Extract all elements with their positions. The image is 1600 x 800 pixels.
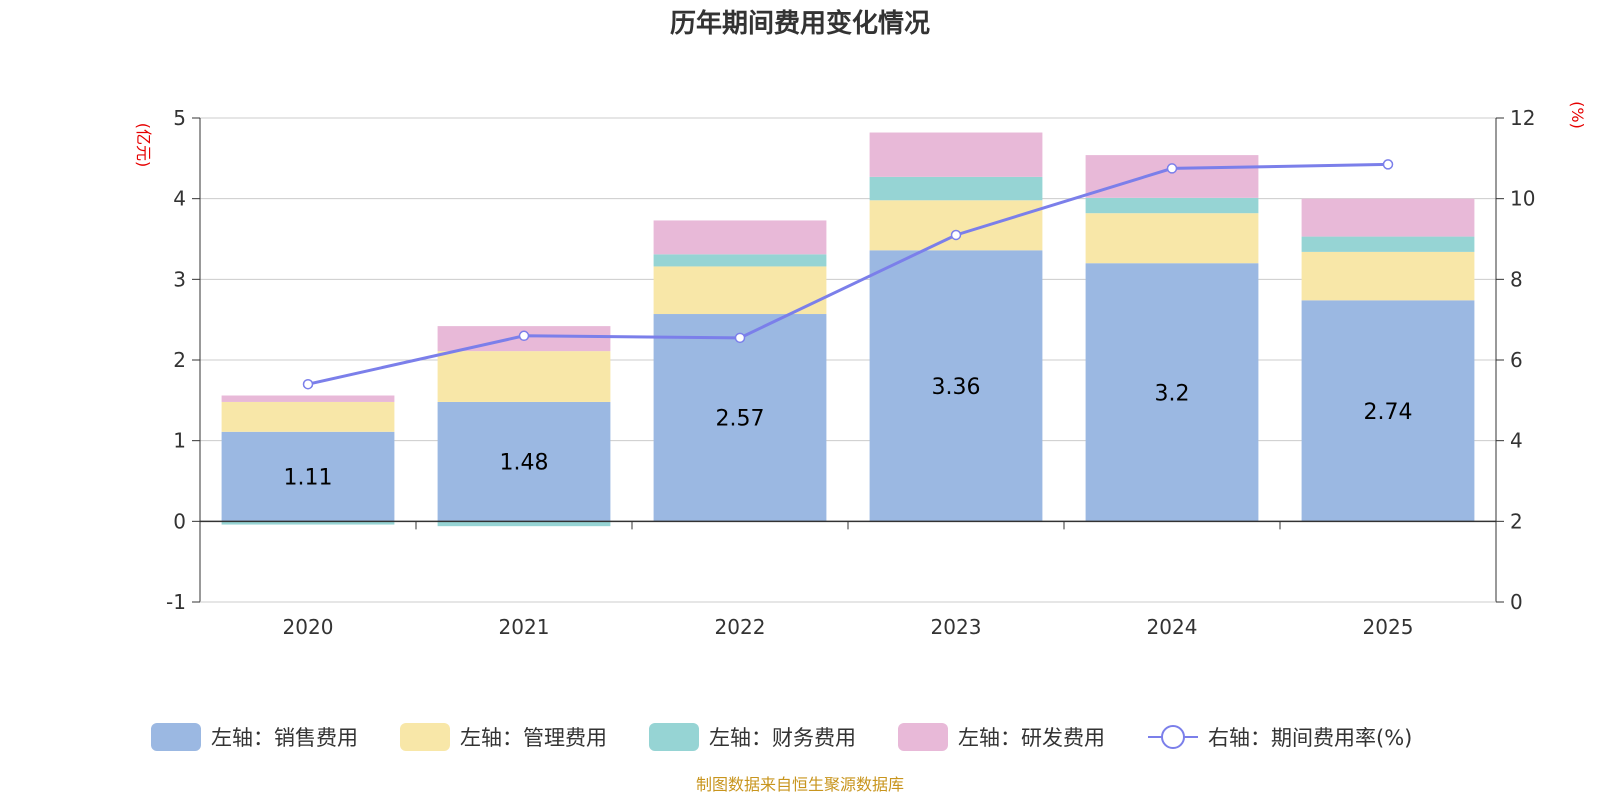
data-label: 3.36 (932, 375, 981, 400)
left-axis-tick-label: -1 (166, 590, 186, 614)
line-point (1166, 163, 1178, 174)
bar-segment (869, 132, 1043, 177)
bar-segment (437, 521, 611, 527)
legend: 左轴：销售费用 左轴：管理费用 左轴：财务费用 左轴：研发费用 右轴：期间费用率(%) (151, 723, 1412, 751)
bar-segment (653, 314, 827, 522)
data-label: 1.11 (284, 466, 333, 491)
right-axis: 0 2 4 6 8 10 12 (1495, 106, 1535, 614)
legend-item-label: 左轴：管理费用 (460, 726, 607, 750)
chart-title: 历年期间费用变化情况 (670, 8, 930, 39)
bar-segment (653, 254, 827, 267)
bar-segment (221, 431, 395, 522)
data-label: 2.57 (716, 407, 765, 432)
data-label: 3.2 (1155, 381, 1190, 406)
source-note: 制图数据来自恒生聚源数据库 (696, 775, 904, 794)
legend-item-label: 左轴：销售费用 (211, 726, 358, 750)
line-point (1382, 159, 1394, 170)
bar-segment (221, 521, 395, 525)
left-axis-tick-label: 3 (173, 267, 186, 291)
legend-swatch (151, 723, 201, 751)
right-axis-tick-label: 10 (1510, 187, 1535, 211)
left-axis-tick-label: 2 (173, 348, 186, 372)
legend-swatch (649, 723, 699, 751)
legend-swatch (400, 723, 450, 751)
left-axis-tick-label: 4 (173, 187, 186, 211)
bar-segment (1085, 213, 1259, 264)
line-path (307, 162, 1389, 386)
bar-segment (653, 220, 827, 255)
bar-segment (869, 250, 1043, 522)
right-axis-unit: (%) (1568, 101, 1587, 129)
line-point (734, 332, 746, 344)
bar-segment (1085, 155, 1259, 198)
left-axis-unit: (亿元) (134, 123, 153, 168)
bar-segment (221, 395, 395, 402)
x-axis-tick-label: 2025 (1363, 615, 1414, 639)
x-axis: 2020 2021 2022 2023 2024 2025 (200, 520, 1496, 639)
line-point (950, 229, 962, 241)
right-axis-tick-label: 8 (1510, 267, 1523, 291)
legend-item-label: 左轴：研发费用 (958, 726, 1105, 750)
x-axis-tick-label: 2022 (715, 615, 766, 639)
line-point (302, 378, 314, 390)
bar-segment (1085, 197, 1259, 214)
right-axis-tick-label: 12 (1510, 106, 1535, 130)
legend-swatch (898, 723, 948, 751)
legend-item-label: 左轴：财务费用 (709, 726, 856, 750)
bar-segment (653, 266, 827, 315)
bar-segment (1301, 236, 1475, 252)
left-axis: -1 0 1 2 3 4 5 (166, 106, 201, 614)
bar-segment (1085, 263, 1259, 522)
right-axis-tick-label: 4 (1510, 429, 1523, 453)
line-point (518, 330, 530, 342)
right-axis-tick-label: 0 (1510, 590, 1523, 614)
expense-rate-line (302, 159, 1394, 390)
bar-series: 1.11 1.48 2.57 3.36 3.2 2.74 (221, 132, 1475, 527)
left-axis-tick-label: 0 (173, 509, 186, 533)
data-label: 1.48 (500, 451, 549, 476)
left-axis-tick-label: 5 (173, 106, 186, 130)
bar-segment (869, 176, 1043, 201)
right-axis-tick-label: 2 (1510, 509, 1523, 533)
x-axis-tick-label: 2021 (499, 615, 550, 639)
bar-segment (221, 401, 395, 432)
legend-item-label: 右轴：期间费用率(%) (1208, 726, 1412, 750)
bar-segment (869, 200, 1043, 251)
bar-segment (437, 401, 611, 522)
bar-segment (1301, 198, 1475, 237)
legend-marker (1161, 725, 1185, 749)
x-axis-tick-label: 2024 (1147, 615, 1198, 639)
bar-segment (1301, 251, 1475, 301)
x-axis-tick-label: 2020 (283, 615, 334, 639)
bar-segment (1301, 300, 1475, 522)
left-axis-tick-label: 1 (173, 429, 186, 453)
data-label: 2.74 (1364, 400, 1413, 425)
x-axis-tick-label: 2023 (931, 615, 982, 639)
right-axis-tick-label: 6 (1510, 348, 1523, 372)
bar-segment (437, 351, 611, 402)
